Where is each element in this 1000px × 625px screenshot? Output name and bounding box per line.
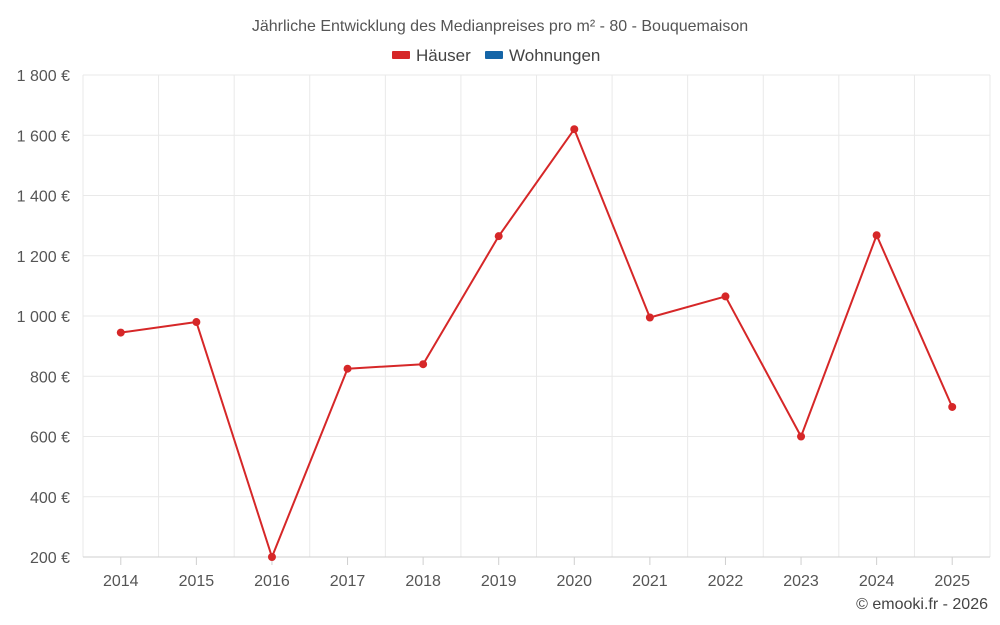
data-point[interactable]: [645, 313, 654, 322]
x-tick-label: 2014: [103, 573, 139, 590]
y-tick-label: 200 €: [30, 550, 70, 567]
y-tick-label: 1 800 €: [17, 68, 70, 85]
x-tick-label: 2015: [179, 573, 215, 590]
data-point[interactable]: [872, 231, 881, 240]
data-point[interactable]: [116, 328, 125, 337]
y-tick-label: 600 €: [30, 430, 70, 447]
x-tick-label: 2020: [556, 573, 592, 590]
legend-label-haeuser[interactable]: Häuser: [416, 46, 471, 65]
y-tick-label: 1 400 €: [17, 189, 70, 206]
data-point[interactable]: [192, 318, 201, 327]
data-point[interactable]: [267, 553, 276, 561]
x-tick-label: 2019: [481, 573, 517, 590]
y-tick-label: 800 €: [30, 369, 70, 386]
x-tick-label: 2025: [934, 573, 970, 590]
y-tick-label: 400 €: [30, 490, 70, 507]
x-tick-label: 2021: [632, 573, 668, 590]
y-tick-label: 1 000 €: [17, 309, 70, 326]
x-tick-label: 2024: [859, 573, 895, 590]
y-tick-label: 1 600 €: [17, 128, 70, 145]
data-point[interactable]: [494, 232, 503, 241]
x-gridlines: [82, 75, 991, 557]
x-axis-tick-labels: 2014 2015 2016 2017 2018 2019 2020 2021 2022 2023…: [103, 557, 970, 590]
series-line-haeuser: [120, 128, 954, 558]
data-point[interactable]: [419, 360, 428, 369]
data-point[interactable]: [343, 364, 352, 373]
credit-text: © emooki.fr - 2026: [856, 596, 988, 613]
x-tick-label: 2016: [254, 573, 290, 590]
legend-swatch-haeuser: [392, 51, 410, 59]
data-point[interactable]: [948, 402, 957, 411]
data-point[interactable]: [721, 292, 730, 301]
x-tick-label: 2022: [708, 573, 744, 590]
legend: Häuser Wohnungen: [392, 46, 600, 65]
data-point[interactable]: [797, 432, 806, 441]
chart-title: Jährliche Entwicklung des Medianpreises …: [252, 18, 748, 35]
y-tick-label: 1 200 €: [17, 249, 70, 266]
x-tick-label: 2018: [405, 573, 441, 590]
y-axis-tick-labels: 200 € 400 € 600 € 800 € 1 000 € 1 200 € 1 400 …: [17, 68, 70, 567]
data-point[interactable]: [570, 125, 579, 134]
legend-label-wohnungen[interactable]: Wohnungen: [509, 46, 600, 65]
series-layer: [116, 125, 957, 561]
legend-swatch-wohnungen: [485, 51, 503, 59]
x-tick-label: 2023: [783, 573, 819, 590]
x-tick-label: 2017: [330, 573, 366, 590]
